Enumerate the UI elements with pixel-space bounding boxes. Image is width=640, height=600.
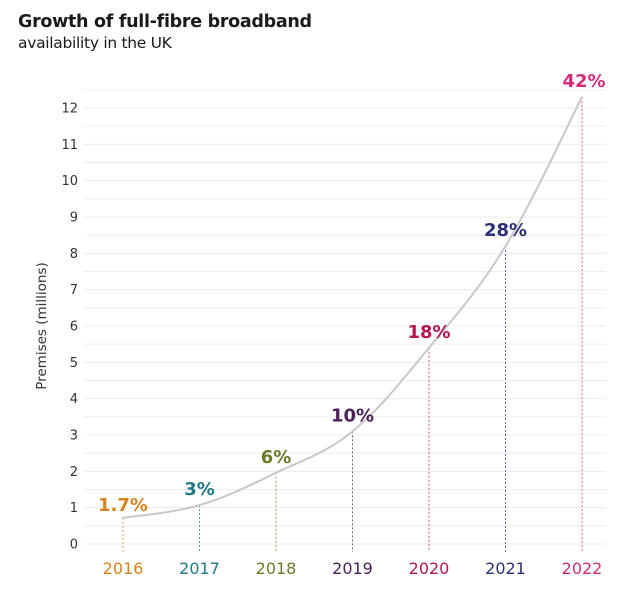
x-tick-label: 2020 [409,559,450,578]
x-tick-label: 2022 [562,559,603,578]
data-points [122,96,583,519]
x-tick-label: 2017 [179,559,220,578]
y-tick-label: 4 [70,392,78,407]
chart-subtitle: availability in the UK [18,34,172,52]
data-label: 28% [484,220,527,241]
y-tick-label: 12 [61,102,78,117]
x-axis-ticks: 2016 2017 2018 2019 2020 2021 2022 [103,559,603,578]
chart-title: Growth of full-fibre broadband [18,12,312,32]
data-label: 42% [562,71,605,92]
x-tick-label: 2021 [485,559,526,578]
y-tick-label: 8 [70,247,78,262]
y-tick-label: 0 [70,538,78,553]
data-point [122,516,124,519]
drop-lines [122,97,583,552]
x-tick-label: 2019 [332,559,373,578]
x-tick-label: 2016 [103,559,144,578]
y-axis-label: Premises (millions) [34,262,50,390]
data-point [428,346,430,349]
y-tick-label: 9 [70,211,78,226]
y-tick-label: 1 [70,501,78,516]
y-tick-label: 7 [70,283,78,298]
y-tick-label: 2 [70,465,78,480]
data-label: 10% [331,405,374,426]
y-tick-label: 3 [70,429,78,444]
data-label: 6% [261,447,292,468]
data-point [351,430,354,433]
y-tick-label: 11 [61,138,78,153]
data-point [581,96,583,99]
series-line [122,96,583,519]
data-labels: 1.7% 3% 6% 10% 18% 28% 42% [98,71,606,516]
data-point [275,471,277,474]
data-label: 3% [184,479,215,500]
data-point [504,245,507,248]
x-tick-label: 2018 [256,559,297,578]
y-tick-label: 5 [70,356,78,371]
data-label: 1.7% [98,495,148,516]
y-tick-label: 10 [61,174,78,189]
gridlines [84,89,606,545]
y-tick-label: 6 [70,320,78,335]
data-point [198,504,201,507]
data-label: 18% [407,322,450,343]
